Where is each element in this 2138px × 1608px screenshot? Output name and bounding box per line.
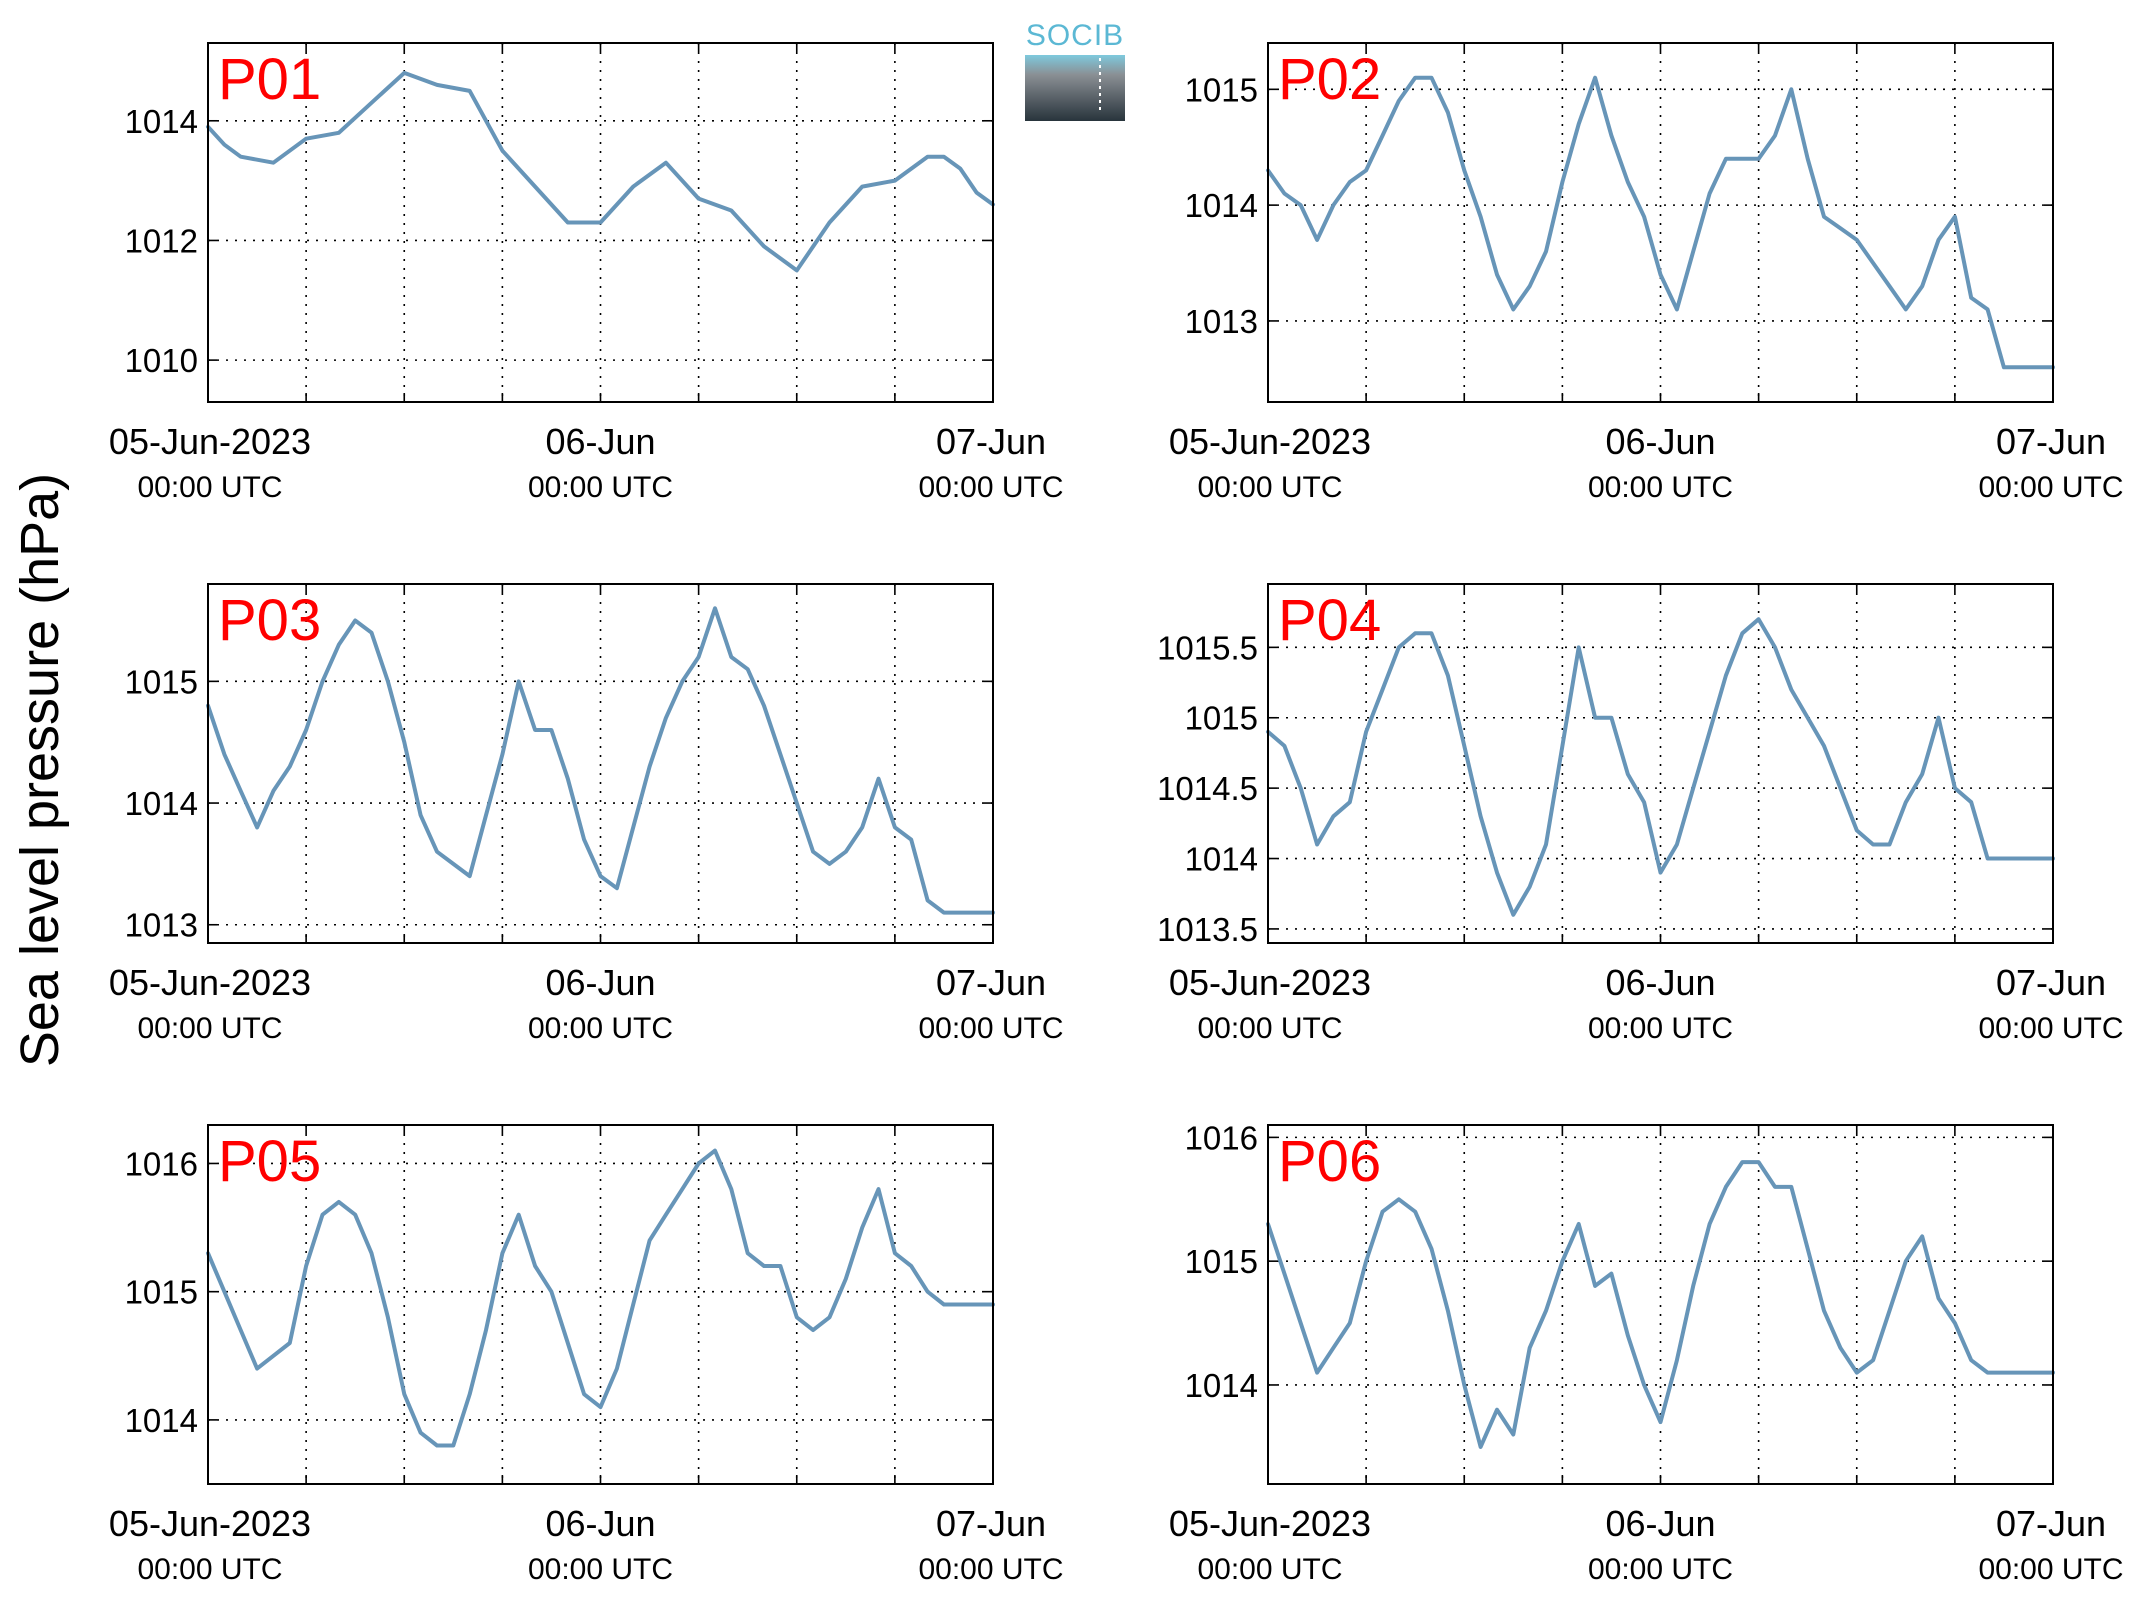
- y-tick-label: 1015: [125, 1274, 198, 1311]
- x-tick-label-date: 07-Jun: [936, 421, 1046, 462]
- x-tick-label-time: 00:00 UTC: [137, 471, 282, 504]
- y-tick-label: 1013.5: [1157, 911, 1258, 948]
- y-tick-label: 1014.5: [1157, 770, 1258, 807]
- panel-label: P06: [1278, 1129, 1381, 1194]
- x-tick-label-date: 06-Jun: [545, 1503, 655, 1544]
- x-tick-label-date: 05-Jun-2023: [1169, 1503, 1371, 1544]
- y-tick-label: 1014: [1185, 187, 1258, 224]
- x-tick-label-date: 06-Jun: [545, 962, 655, 1003]
- x-tick-label-time: 00:00 UTC: [918, 471, 1063, 504]
- y-tick-label: 1014: [1185, 1367, 1258, 1404]
- x-tick-label-time: 00:00 UTC: [1588, 1553, 1733, 1586]
- y-tick-label: 1014: [125, 103, 198, 140]
- x-tick-label-date: 06-Jun: [1605, 421, 1715, 462]
- x-tick-label-time: 00:00 UTC: [1197, 1553, 1342, 1586]
- x-tick-label-date: 05-Jun-2023: [109, 962, 311, 1003]
- axes-frame: [1267, 42, 2054, 403]
- panel-p03: 1013 1014 1015 P03 05-Jun-2023 00:00 UTC 06-Ju…: [109, 583, 1064, 1045]
- data-line-p05: [206, 1148, 995, 1448]
- y-tick-label: 1015: [125, 663, 198, 700]
- axes-frame: [207, 583, 994, 944]
- data-line-p03: [206, 606, 995, 915]
- panel-p01: 1010 1012 1014 P01 05-Jun-2023 00:00 UTC 06-Ju…: [109, 42, 1064, 504]
- panel-label: P02: [1278, 47, 1381, 112]
- y-tick-label: 1012: [125, 222, 198, 259]
- x-tick-label-time: 00:00 UTC: [1197, 471, 1342, 504]
- x-tick-label-date: 06-Jun: [1605, 1503, 1715, 1544]
- x-tick-label-time: 00:00 UTC: [918, 1012, 1063, 1045]
- x-tick-label-time: 00:00 UTC: [1588, 471, 1733, 504]
- x-tick-label-date: 07-Jun: [936, 1503, 1046, 1544]
- x-tick-label-time: 00:00 UTC: [137, 1553, 282, 1586]
- socib-logo-text: SOCIB: [1026, 19, 1124, 52]
- data-line-p02: [1266, 75, 2055, 370]
- axes-frame: [1267, 583, 2054, 944]
- x-tick-label-date: 05-Jun-2023: [1169, 962, 1371, 1003]
- x-tick-label-time: 00:00 UTC: [1978, 471, 2123, 504]
- x-tick-label-date: 05-Jun-2023: [109, 421, 311, 462]
- data-line-p06: [1266, 1160, 2055, 1449]
- y-tick-label: 1014: [125, 785, 198, 822]
- x-tick-label-time: 00:00 UTC: [528, 471, 673, 504]
- y-axis-label: Sea level pressure (hPa): [10, 473, 70, 1067]
- y-tick-label: 1014: [125, 1402, 198, 1439]
- panel-p02: 1013 1014 1015 P02 05-Jun-2023 00:00 UTC 06-Ju…: [1169, 42, 2124, 504]
- socib-logo: SOCIB: [1025, 19, 1125, 121]
- panel-p05: 1014 1015 1016 P05 05-Jun-2023 00:00 UTC 06-Ju…: [109, 1124, 1064, 1586]
- panel-label: P03: [218, 588, 321, 653]
- panel-label: P04: [1278, 588, 1381, 653]
- y-tick-label: 1013: [125, 907, 198, 944]
- y-tick-label: 1015: [1185, 700, 1258, 737]
- x-tick-label-time: 00:00 UTC: [528, 1553, 673, 1586]
- y-tick-label: 1013: [1185, 303, 1258, 340]
- y-tick-label: 1015: [1185, 1243, 1258, 1280]
- x-tick-label-time: 00:00 UTC: [918, 1553, 1063, 1586]
- y-tick-label: 1015.5: [1157, 629, 1258, 666]
- y-tick-label: 1016: [125, 1145, 198, 1182]
- x-tick-label-date: 07-Jun: [1996, 1503, 2106, 1544]
- y-tick-label: 1015: [1185, 71, 1258, 108]
- x-tick-label-date: 07-Jun: [1996, 962, 2106, 1003]
- x-tick-label-time: 00:00 UTC: [1197, 1012, 1342, 1045]
- x-tick-label-date: 06-Jun: [545, 421, 655, 462]
- axes-frame: [1267, 1124, 2054, 1485]
- x-tick-label-time: 00:00 UTC: [1978, 1012, 2123, 1045]
- x-tick-label-date: 06-Jun: [1605, 962, 1715, 1003]
- data-line-p01: [206, 70, 995, 273]
- axes-frame: [207, 1124, 994, 1485]
- axes-frame: [207, 42, 994, 403]
- panel-label: P05: [218, 1129, 321, 1194]
- y-tick-label: 1014: [1185, 841, 1258, 878]
- x-tick-label-time: 00:00 UTC: [1978, 1553, 2123, 1586]
- x-tick-label-time: 00:00 UTC: [528, 1012, 673, 1045]
- panel-p04: 1013.5 1014 1014.5 1015 1015.5 P04 05-Jun-2023…: [1157, 583, 2124, 1045]
- x-tick-label-date: 07-Jun: [1996, 421, 2106, 462]
- x-tick-label-time: 00:00 UTC: [137, 1012, 282, 1045]
- y-tick-label: 1010: [125, 342, 198, 379]
- data-line-p04: [1266, 617, 2055, 917]
- x-tick-label-date: 07-Jun: [936, 962, 1046, 1003]
- panel-p06: 1014 1015 1016 P06 05-Jun-2023 00:00 UTC 06-Ju…: [1169, 1119, 2124, 1586]
- y-tick-label: 1016: [1185, 1119, 1258, 1156]
- x-tick-label-date: 05-Jun-2023: [109, 1503, 311, 1544]
- x-tick-label-time: 00:00 UTC: [1588, 1012, 1733, 1045]
- panel-label: P01: [218, 47, 321, 112]
- x-tick-label-date: 05-Jun-2023: [1169, 421, 1371, 462]
